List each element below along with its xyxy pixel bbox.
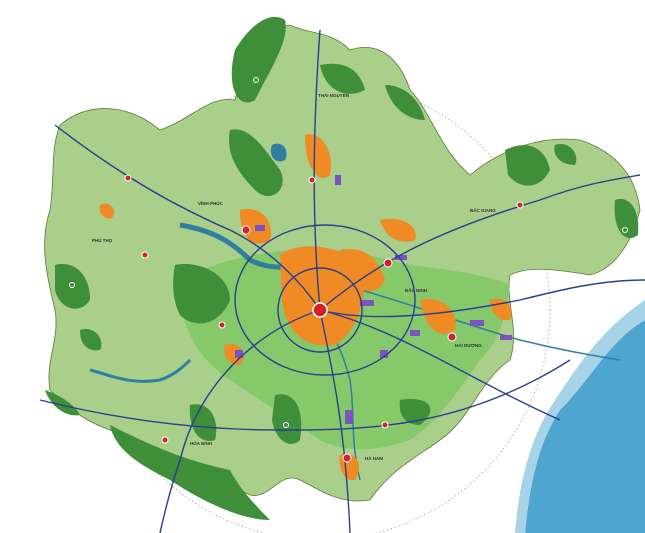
- forest-areas: [45, 16, 639, 520]
- label-hai-duong: HẢI DƯƠNG: [455, 342, 482, 348]
- delta-plain: [180, 248, 510, 450]
- sea: [525, 320, 645, 533]
- label-hoa-binh: HÒA BÌNH: [190, 439, 212, 446]
- radius-ring: [89, 79, 551, 533]
- urban-centers: [69, 77, 628, 463]
- highways: [39, 29, 645, 533]
- label-phu-tho: PHÚ THỌ: [92, 237, 113, 243]
- lake: [270, 143, 287, 162]
- label-bac-giang: BẮC GIANG: [470, 206, 496, 213]
- industrial-zones: [235, 175, 512, 424]
- label-thai-nguyen: THÁI NGUYÊN: [318, 91, 349, 98]
- sea-shallow: [515, 300, 645, 533]
- urban-areas: [99, 134, 512, 481]
- label-bac-ninh: BẮC NINH: [405, 286, 427, 293]
- label-ha-nam: HÀ NAM: [365, 455, 383, 461]
- label-vinh-phuc: VĨNH PHÚC: [198, 200, 224, 206]
